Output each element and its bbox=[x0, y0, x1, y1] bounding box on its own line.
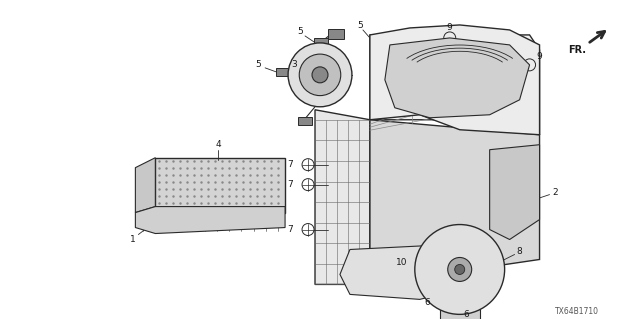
Text: 4: 4 bbox=[216, 140, 221, 149]
Polygon shape bbox=[340, 244, 460, 300]
Circle shape bbox=[312, 67, 328, 83]
Polygon shape bbox=[385, 38, 529, 118]
Bar bbox=[156, 158, 285, 212]
Bar bbox=[298, 117, 312, 125]
Text: 6: 6 bbox=[424, 298, 429, 307]
Text: 9: 9 bbox=[447, 23, 452, 32]
Text: 3: 3 bbox=[291, 60, 297, 69]
Text: 7: 7 bbox=[287, 160, 293, 169]
Text: TX64B1710: TX64B1710 bbox=[556, 307, 600, 316]
Polygon shape bbox=[370, 25, 540, 135]
Circle shape bbox=[415, 225, 504, 314]
Polygon shape bbox=[136, 207, 285, 234]
Text: 9: 9 bbox=[537, 52, 543, 61]
Text: 6: 6 bbox=[464, 310, 470, 319]
Bar bbox=[314, 38, 328, 47]
Polygon shape bbox=[136, 158, 156, 212]
Polygon shape bbox=[370, 120, 540, 284]
Circle shape bbox=[288, 43, 352, 107]
Circle shape bbox=[455, 264, 465, 275]
Bar bbox=[328, 29, 344, 39]
Text: 7: 7 bbox=[287, 180, 293, 189]
Text: 2: 2 bbox=[553, 188, 558, 197]
Circle shape bbox=[448, 258, 472, 281]
Text: 7: 7 bbox=[287, 225, 293, 234]
Text: 8: 8 bbox=[516, 247, 522, 256]
Bar bbox=[440, 309, 479, 320]
Polygon shape bbox=[490, 145, 540, 239]
Text: 1: 1 bbox=[129, 235, 135, 244]
Text: 5: 5 bbox=[357, 21, 363, 30]
Text: 10: 10 bbox=[396, 258, 408, 267]
Text: 5: 5 bbox=[255, 60, 261, 69]
Polygon shape bbox=[315, 110, 370, 284]
Bar bbox=[276, 68, 288, 76]
Circle shape bbox=[300, 54, 340, 96]
Text: FR.: FR. bbox=[568, 45, 586, 55]
Text: 5: 5 bbox=[297, 28, 303, 36]
Polygon shape bbox=[370, 35, 540, 135]
